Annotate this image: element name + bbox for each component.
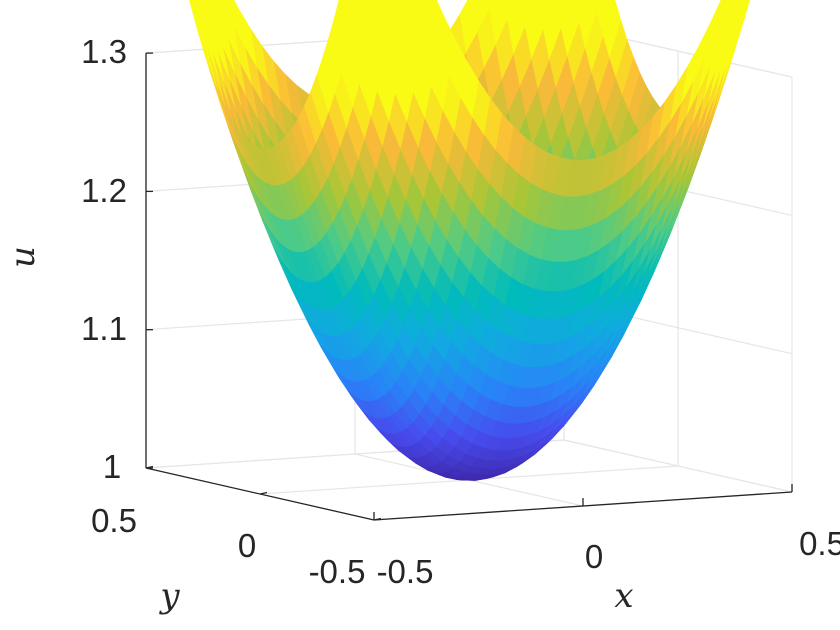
y-axis-label: y [158, 576, 180, 616]
surface-patch [366, 0, 385, 2]
y-tick-label: 0 [238, 527, 256, 564]
axes-lines [145, 52, 793, 521]
y-axis-ticks: 0.5 0 -0.5 [91, 502, 365, 590]
y-tick-label: 0.5 [91, 502, 137, 539]
z-tick-label: 1.1 [81, 310, 127, 347]
surface-patch [413, 0, 433, 27]
z-tick-label: 1 [103, 448, 121, 485]
x-tick-label: 0 [585, 538, 603, 575]
x-tick-label: 0.5 [799, 525, 840, 562]
z-tick-label: 1.3 [81, 33, 127, 70]
z-axis-ticks: 1 1.1 1.2 1.3 [81, 33, 127, 485]
y-tick-mark [259, 491, 268, 495]
surface-patch [341, 0, 361, 25]
surface-patch [377, 0, 397, 35]
y-tick-mark [373, 517, 382, 521]
surface-patch [384, 0, 403, 3]
surface-patch [395, 0, 415, 33]
x-tick-label: -0.5 [377, 553, 434, 590]
x-axis-ticks: -0.5 0 0.5 [377, 525, 840, 590]
z-axis-label: u [3, 246, 43, 268]
z-tick-label: 1.2 [81, 172, 127, 209]
y-tick-label: -0.5 [309, 553, 366, 590]
x-axis-label: x [614, 576, 633, 616]
surface-patch [359, 0, 379, 32]
surface-mesh [177, 0, 762, 481]
grid-line [563, 439, 793, 493]
